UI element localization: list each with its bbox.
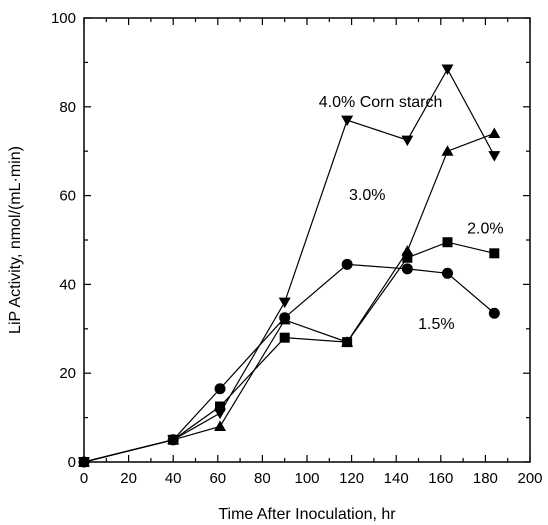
data-point <box>489 248 500 259</box>
series-layer <box>78 64 501 468</box>
x-tick-label: 120 <box>339 470 364 487</box>
data-point <box>215 401 226 412</box>
series-2 <box>78 127 501 467</box>
data-point <box>278 297 291 309</box>
data-point <box>341 258 353 270</box>
data-point <box>401 263 413 275</box>
x-tick-labels: 0 20 40 60 80 100 120 140 160 180 200 <box>80 470 543 487</box>
series-line <box>83 241 495 463</box>
y-tick-label: 0 <box>68 454 76 471</box>
x-tick-label: 0 <box>80 470 88 487</box>
data-point <box>488 307 500 319</box>
data-point <box>441 64 454 76</box>
y-tick-label: 60 <box>59 188 76 205</box>
x-tick-label: 40 <box>165 470 182 487</box>
data-point <box>401 135 414 147</box>
series-line <box>83 132 495 463</box>
data-point <box>78 457 90 468</box>
series-annotation: 2.0% <box>467 220 503 237</box>
data-point <box>441 267 453 279</box>
x-tick-label: 140 <box>384 470 409 487</box>
x-tick-label: 160 <box>428 470 453 487</box>
y-tick-label: 20 <box>59 365 76 382</box>
annotations: 4.0% Corn starch 3.0% 2.0% 1.5% <box>319 94 504 333</box>
x-tick-label: 60 <box>209 470 226 487</box>
x-tick-label: 100 <box>294 470 319 487</box>
series-line <box>83 263 495 463</box>
data-point <box>341 336 354 347</box>
data-point <box>442 237 453 248</box>
y-axis-title: LiP Activity, nmol/(mL·min) <box>7 146 24 334</box>
series-annotation: 1.5% <box>418 316 454 333</box>
y-tick-label: 40 <box>59 276 76 293</box>
y-tick-label: 100 <box>51 10 76 27</box>
plot-frame <box>83 17 531 463</box>
axis-ticks <box>83 17 531 463</box>
data-point <box>402 252 413 263</box>
series-3 <box>78 64 501 468</box>
x-tick-label: 180 <box>473 470 498 487</box>
data-point <box>214 420 227 431</box>
x-tick-label: 20 <box>120 470 137 487</box>
y-tick-label: 80 <box>59 99 76 116</box>
x-axis-title: Time After Inoculation, hr <box>218 506 396 523</box>
series-annotation: 3.0% <box>349 187 385 204</box>
data-point <box>278 313 291 325</box>
series-annotation: 4.0% Corn starch <box>319 94 443 111</box>
data-point <box>167 435 180 446</box>
data-point <box>488 127 501 138</box>
data-point <box>441 145 454 156</box>
series-line <box>83 67 495 463</box>
data-point <box>214 408 227 420</box>
y-tick-labels: 0 20 40 60 80 100 <box>51 10 76 471</box>
data-point <box>401 245 414 256</box>
x-tick-label: 200 <box>517 470 542 487</box>
data-point <box>341 115 354 127</box>
data-point <box>214 383 226 395</box>
data-point <box>279 332 290 343</box>
x-tick-label: 80 <box>254 470 271 487</box>
data-point <box>488 151 501 162</box>
